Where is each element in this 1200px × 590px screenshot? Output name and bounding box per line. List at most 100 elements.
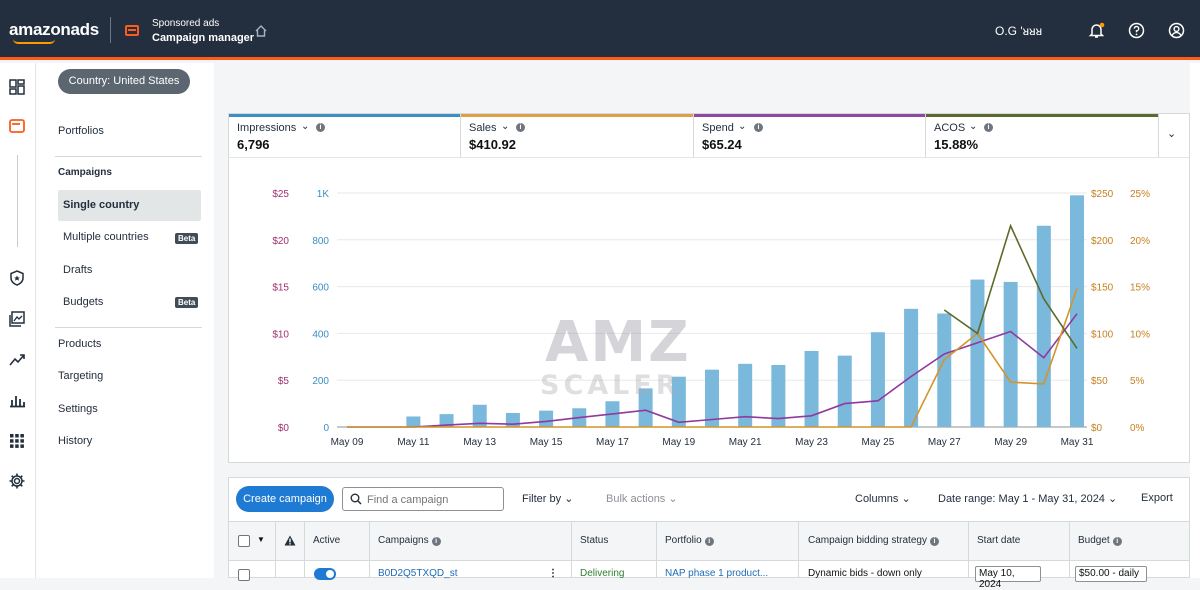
info-icon[interactable]: i [704, 537, 714, 546]
metric-color-bar [461, 114, 693, 117]
metric-value: 6,796 [237, 137, 270, 152]
top-bar: amazonads Sponsored ads Campaign manager… [0, 0, 1200, 60]
portfolio-link[interactable]: NAP phase 1 product... [665, 568, 769, 579]
sales-axis-tick: $0 [1091, 423, 1103, 434]
col-budget-label: Budget [1078, 535, 1110, 546]
create-campaign-button[interactable]: Create campaign [236, 486, 334, 512]
impressions-bar [705, 369, 719, 427]
impressions-bar [1036, 225, 1051, 427]
nav-single-country[interactable]: Single country [63, 199, 140, 211]
impressions-bar [904, 308, 919, 427]
metric-sales[interactable]: Sales ⌄ i $410.92 [461, 114, 694, 157]
info-icon[interactable]: i [984, 123, 993, 132]
col-budget[interactable]: Budget i [1078, 535, 1122, 546]
campaign-name-link[interactable]: B0D2Q5TXQD_st [378, 568, 458, 579]
user-account-icon[interactable] [1168, 22, 1185, 39]
metric-acos[interactable]: ACOS ⌄ i 15.88% [926, 114, 1159, 157]
impressions-bar [671, 376, 686, 427]
impressions-axis-tick: 1K [317, 189, 330, 200]
info-icon[interactable]: i [516, 123, 525, 132]
dashboard-icon[interactable] [8, 78, 26, 96]
info-icon[interactable]: i [929, 537, 939, 546]
col-campaigns[interactable]: Campaigns i [378, 535, 441, 546]
bidding-strategy-value[interactable]: Dynamic bids - down only [808, 568, 922, 579]
beta-badge: Beta [175, 297, 199, 308]
help-icon[interactable] [1128, 22, 1145, 39]
select-all-checkbox[interactable] [238, 535, 250, 547]
nav-products[interactable]: Products [58, 338, 102, 350]
campaign-search[interactable] [342, 487, 504, 511]
export-button[interactable]: Export [1141, 492, 1173, 504]
sales-axis-tick: $50 [1091, 376, 1108, 387]
trending-icon[interactable] [8, 351, 26, 369]
select-options-caret-icon[interactable]: ▼ [257, 535, 265, 544]
col-status[interactable]: Status [580, 535, 609, 546]
chevron-down-icon[interactable]: ⌄ [301, 121, 310, 132]
reports-bar-chart-icon[interactable] [8, 391, 26, 409]
campaigns-icon[interactable] [8, 117, 26, 135]
col-campaigns-label: Campaigns [378, 535, 429, 546]
country-selector-button[interactable]: Country: United States [58, 69, 190, 94]
nav-history[interactable]: History [58, 435, 93, 447]
nav-settings[interactable]: Settings [58, 403, 98, 415]
media-library-icon[interactable] [8, 310, 26, 328]
notifications-bell-icon[interactable] [1088, 22, 1105, 39]
metric-value: $410.92 [469, 137, 516, 152]
search-input[interactable] [367, 491, 499, 508]
campaign-active-toggle[interactable] [314, 568, 336, 580]
col-portfolio[interactable]: Portfolio i [665, 535, 714, 546]
info-icon[interactable]: i [754, 123, 763, 132]
nav-campaigns-heading[interactable]: Campaigns [58, 167, 112, 178]
left-icon-rail [0, 63, 36, 578]
expand-metrics-chevron-icon[interactable]: ⌄ [1167, 128, 1177, 140]
info-icon[interactable]: i [431, 537, 441, 546]
sales-axis-tick: $150 [1091, 283, 1114, 294]
x-axis-tick: May 23 [795, 437, 828, 448]
scroll-gutter[interactable] [1190, 63, 1200, 578]
x-axis-tick: May 29 [994, 437, 1027, 448]
col-active[interactable]: Active [313, 535, 341, 546]
sales-axis-tick: $250 [1091, 189, 1114, 200]
info-icon[interactable]: i [1112, 537, 1122, 546]
nav-multiple-countries[interactable]: Multiple countries [63, 231, 149, 243]
chevron-down-icon: ⌄ [901, 493, 911, 505]
nav-selected-highlight [58, 190, 201, 221]
start-date-field[interactable]: May 10, 2024 [975, 566, 1041, 590]
app-title[interactable]: Campaign manager [152, 32, 255, 44]
col-bidding-strategy[interactable]: Campaign bidding strategy i [808, 535, 939, 546]
metric-color-bar [694, 114, 925, 117]
apps-grid-icon[interactable] [8, 432, 26, 450]
metric-color-bar [229, 114, 460, 117]
info-icon[interactable]: i [316, 123, 325, 132]
settings-gear-icon[interactable] [8, 472, 26, 490]
metric-spend[interactable]: Spend ⌄ i $65.24 [694, 114, 926, 157]
acos-axis-tick: 15% [1130, 283, 1150, 294]
nav-drafts[interactable]: Drafts [63, 264, 93, 276]
spend-axis-tick: $10 [272, 329, 289, 340]
budget-field[interactable]: $50.00 - daily [1075, 566, 1147, 582]
metric-impressions[interactable]: Impressions ⌄ i 6,796 [229, 114, 461, 157]
amazon-ads-logo[interactable]: amazonads [9, 20, 99, 44]
search-icon [350, 493, 362, 505]
chevron-down-icon[interactable]: ⌄ [501, 121, 510, 132]
nav-portfolios[interactable]: Portfolios [58, 125, 104, 137]
row-more-options-icon[interactable]: ⋮ [548, 568, 558, 579]
sales-series-line [347, 288, 1078, 428]
bulk-actions-dropdown[interactable]: Bulk actions ⌄ [606, 492, 678, 505]
nav-budgets[interactable]: Budgets [63, 296, 104, 308]
col-bidding-strategy-label: Campaign bidding strategy [808, 535, 927, 546]
spend-axis-tick: $25 [272, 189, 289, 200]
chevron-down-icon[interactable]: ⌄ [969, 121, 978, 132]
col-start-date[interactable]: Start date [977, 535, 1021, 546]
columns-label: Columns [855, 493, 899, 505]
filter-by-dropdown[interactable]: Filter by ⌄ [522, 492, 573, 505]
brand-shield-icon[interactable] [8, 269, 26, 287]
columns-dropdown[interactable]: Columns ⌄ [855, 492, 911, 505]
home-icon[interactable] [254, 24, 268, 38]
nav-targeting[interactable]: Targeting [58, 370, 104, 382]
chevron-down-icon[interactable]: ⌄ [738, 121, 747, 132]
date-range-picker[interactable]: Date range: May 1 - May 31, 2024 ⌄ [938, 492, 1117, 505]
account-name[interactable]: O.G 'ᴚᴚᴚ [995, 24, 1043, 38]
sales-axis-tick: $100 [1091, 329, 1114, 340]
row-checkbox[interactable] [238, 569, 250, 581]
